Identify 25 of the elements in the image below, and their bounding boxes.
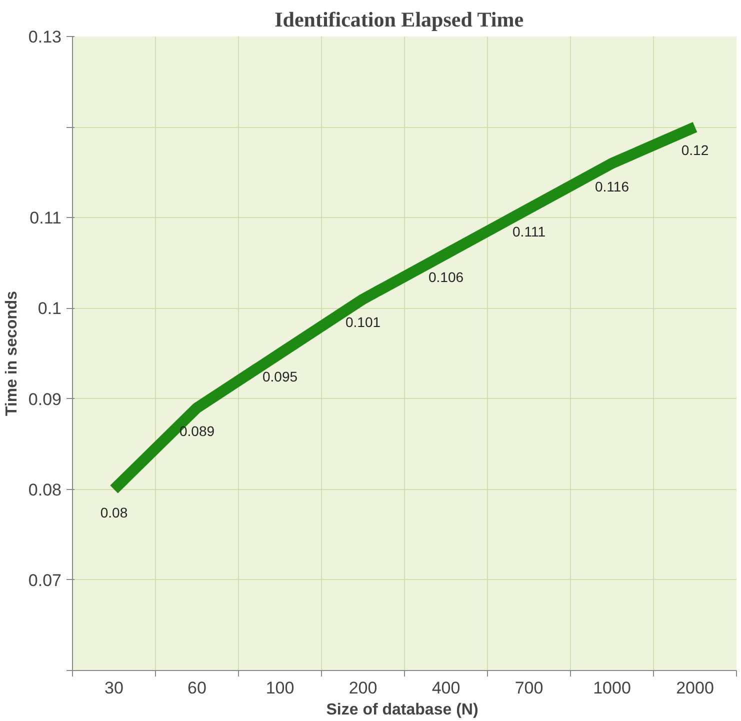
chart-title: Identification Elapsed Time: [274, 8, 524, 32]
data-label: 0.116: [595, 178, 630, 194]
x-tick-label: 700: [514, 678, 544, 698]
data-label: 0.101: [345, 314, 381, 330]
x-tick-label: 1000: [593, 678, 631, 698]
data-label: 0.111: [512, 224, 546, 240]
y-axis-title: Time in seconds: [3, 290, 20, 416]
x-tick-label: 60: [188, 678, 206, 698]
x-tick-label: 200: [348, 678, 378, 698]
y-tick-label: 0.08: [28, 480, 62, 500]
data-label: 0.08: [100, 504, 128, 520]
data-label: 0.12: [681, 142, 709, 158]
data-label: 0.089: [179, 422, 215, 439]
x-tick-label: 100: [266, 678, 294, 698]
y-tick-label: 0.07: [28, 570, 62, 590]
y-tick-label: 0.11: [30, 208, 62, 228]
y-tick-label: 0.13: [28, 28, 62, 46]
data-label: 0.095: [262, 368, 298, 384]
y-tick-label: 0.1: [38, 299, 62, 318]
x-tick-label: 2000: [676, 678, 714, 698]
y-tick-label: 0.09: [28, 390, 62, 409]
x-tick-label: 30: [104, 678, 124, 698]
x-tick-label: 400: [432, 678, 460, 698]
data-label: 0.106: [428, 268, 464, 285]
x-axis-title: Size of database (N): [326, 702, 478, 718]
